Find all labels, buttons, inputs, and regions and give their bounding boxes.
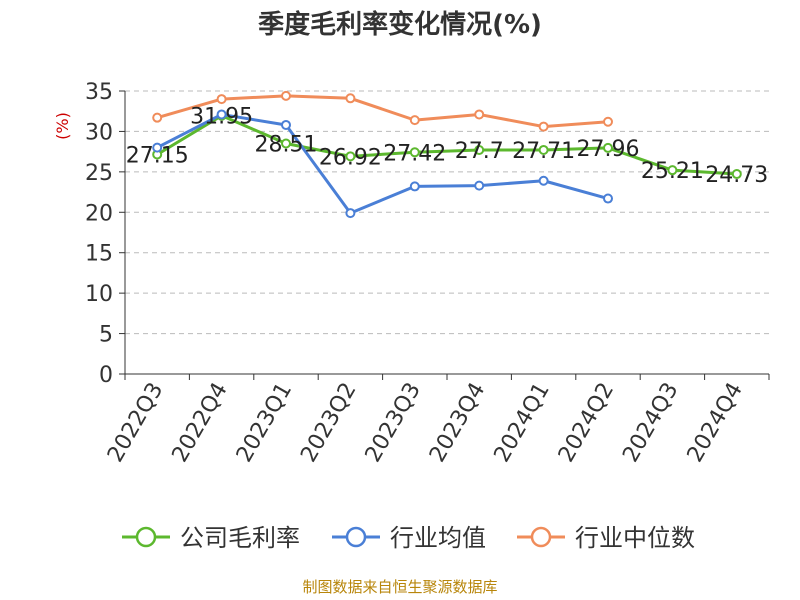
y-tick-label: 0	[99, 363, 113, 388]
y-tick-label: 25	[85, 161, 113, 186]
x-tick-label: 2022Q3	[103, 379, 168, 467]
legend-marker	[135, 526, 157, 548]
x-tick-label: 2024Q3	[618, 379, 683, 467]
data-point	[538, 121, 549, 132]
data-label: 25.21	[641, 159, 704, 184]
x-tick-label: 2024Q1	[489, 379, 554, 467]
series-line	[156, 94, 609, 129]
data-point	[216, 109, 227, 120]
y-tick-label: 15	[85, 242, 113, 267]
data-label: 24.73	[705, 163, 768, 188]
legend-label: 公司毛利率	[180, 524, 300, 552]
legend-marker	[530, 526, 552, 548]
data-point	[345, 93, 356, 104]
y-tick-label: 35	[85, 80, 113, 105]
data-point	[603, 116, 613, 127]
series-line	[156, 112, 609, 215]
data-point	[152, 112, 163, 123]
x-tick-label: 2023Q3	[361, 379, 426, 467]
data-point	[731, 169, 742, 180]
data-label: 27.71	[512, 139, 575, 164]
data-point	[409, 115, 420, 126]
x-tick-label: 2022Q4	[167, 379, 232, 467]
legend: 公司毛利率 行业均值 行业中位数	[122, 524, 695, 552]
data-point	[345, 151, 356, 162]
data-point	[667, 165, 678, 176]
x-tick-label: 2023Q1	[232, 379, 297, 467]
legend-marker	[345, 526, 367, 548]
series-lines	[152, 90, 742, 219]
data-label: 27.15	[126, 143, 189, 168]
data-label: 28.51	[255, 132, 318, 157]
data-point	[474, 145, 485, 156]
data-label: 26.92	[319, 145, 382, 170]
legend-label: 行业均值	[390, 524, 486, 552]
data-point	[538, 175, 549, 186]
data-label: 27.42	[383, 141, 446, 166]
data-label: 27.96	[577, 137, 640, 162]
x-tick-label: 2024Q4	[683, 379, 748, 467]
chart-title: 季度毛利率变化情况(%)	[258, 10, 542, 40]
source-note: 制图数据来自恒生聚源数据库	[302, 578, 498, 596]
data-point	[409, 147, 420, 158]
data-point	[474, 180, 485, 191]
y-tick-label: 20	[85, 201, 113, 226]
data-point	[216, 94, 227, 105]
data-label: 27.7	[455, 139, 504, 164]
data-point	[538, 144, 549, 155]
y-axis-label: (%)	[53, 112, 72, 140]
data-point	[281, 138, 291, 149]
data-point	[152, 142, 163, 153]
data-point	[603, 142, 613, 153]
x-tick-label: 2023Q4	[425, 379, 490, 467]
y-tick-label: 5	[99, 323, 113, 348]
data-point	[409, 181, 420, 192]
x-tick-label: 2023Q2	[296, 379, 361, 467]
series-line	[156, 114, 737, 176]
data-label: 31.95	[190, 105, 253, 130]
data-point	[281, 90, 291, 101]
data-point	[474, 109, 485, 120]
y-tick-label: 30	[85, 120, 113, 145]
data-point	[603, 193, 613, 204]
data-point	[345, 208, 356, 219]
data-point	[281, 119, 291, 130]
x-tick-label: 2024Q2	[554, 379, 619, 467]
legend-label: 行业中位数	[575, 524, 695, 552]
y-tick-label: 10	[85, 282, 113, 307]
